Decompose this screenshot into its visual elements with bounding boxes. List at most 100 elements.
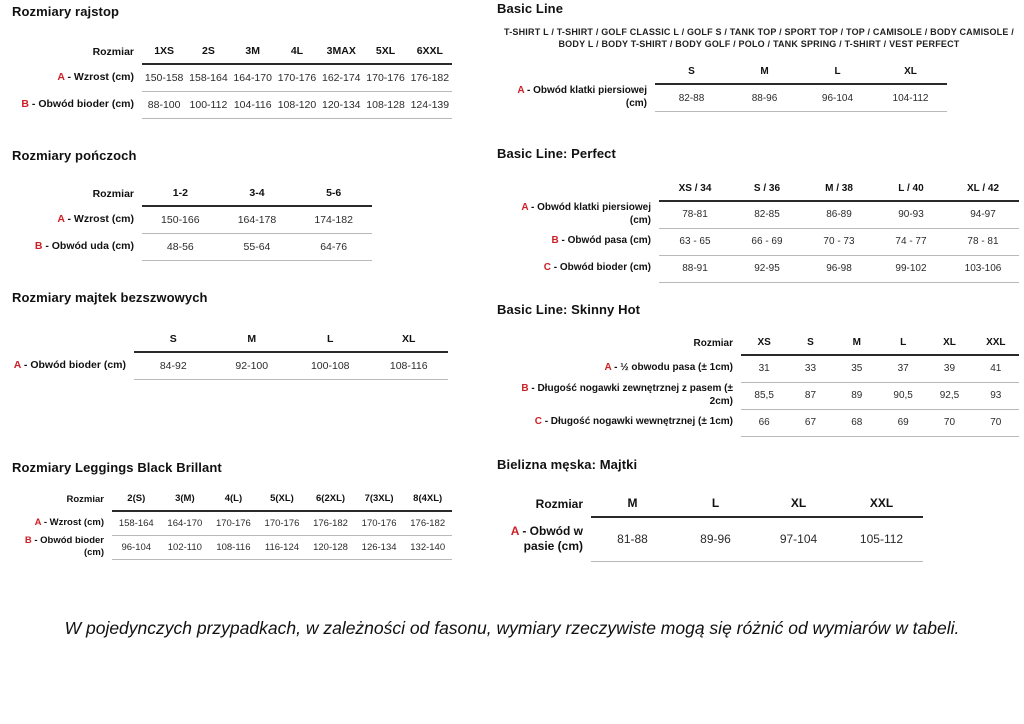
table-corner-label [497, 66, 655, 84]
section-basic-line-perfect: Basic Line: Perfect XS / 34 S / 36 M / 38 L… [497, 146, 1021, 283]
value-cell: 176-182 [407, 64, 452, 92]
value-cell: 108-120 [274, 91, 320, 119]
value-cell: 78 - 81 [947, 228, 1019, 256]
section-rajstop: Rozmiary rajstop Rozmiar 1XS 2S 3M 4L 3MAX 5XL… [12, 4, 452, 119]
column-header: 6(2XL) [306, 493, 355, 512]
column-header: 7(3XL) [354, 493, 404, 512]
column-header: S / 36 [731, 183, 803, 202]
column-header: 6XXL [407, 45, 452, 65]
value-cell: 90,5 [879, 382, 927, 410]
value-cell: 174-182 [295, 206, 372, 234]
table-row: B - Obwód pasa (cm) 63 - 65 66 - 69 70 - 73… [499, 228, 1019, 256]
table-corner-label: Rozmiar [535, 497, 583, 511]
row-letter: A [517, 85, 525, 97]
value-cell: 69 [879, 409, 927, 437]
column-header: L / 40 [875, 183, 947, 202]
value-cell: 88-96 [728, 84, 801, 112]
row-letter: A [57, 70, 65, 83]
value-cell: 74 - 77 [875, 228, 947, 256]
row-letter: A [13, 358, 21, 371]
table-row: B - Długość nogawki zewnętrznej z pasem … [497, 382, 1019, 410]
value-cell: 66 [741, 409, 788, 437]
size-table: Rozmiar M L XL XXL A - Obwód w pasie (cm) 81-8… [505, 496, 923, 562]
size-table: Rozmiar 1XS 2S 3M 4L 3MAX 5XL 6XXL A - Wzrost (c… [12, 45, 452, 119]
value-cell: 68 [833, 409, 880, 437]
value-cell: 87 [787, 382, 834, 410]
value-cell: 103-106 [947, 255, 1019, 283]
column-header: 1XS [142, 45, 187, 65]
value-cell: 37 [879, 355, 927, 383]
column-header: 2S [186, 45, 231, 65]
value-cell: 158-164 [112, 511, 161, 536]
row-label: A - Obwód bioder (cm) [13, 358, 126, 371]
size-table: XS / 34 S / 36 M / 38 L / 40 XL / 42 A - Obwó… [499, 183, 1019, 283]
column-header: 1-2 [142, 187, 219, 207]
column-header: XL [757, 496, 840, 518]
row-label: C - Długość nogawki wewnętrznej (± 1cm) [534, 416, 733, 428]
column-header: L [291, 333, 370, 353]
column-header: S [134, 333, 213, 353]
column-header: XL / 42 [947, 183, 1019, 202]
column-header: M [212, 333, 291, 353]
value-cell: 70 - 73 [803, 228, 875, 256]
value-cell: 85,5 [741, 382, 788, 410]
value-cell: 96-104 [112, 535, 161, 560]
value-cell: 41 [972, 355, 1019, 383]
value-cell: 99-102 [875, 255, 947, 283]
row-letter: A [510, 524, 519, 538]
section-bielizna-meska-majtki: Bielizna męska: Majtki Rozmiar M L XL XXL A -… [497, 457, 927, 562]
value-cell: 170-176 [257, 511, 307, 536]
value-cell: 170-176 [209, 511, 258, 536]
column-header: 8(4XL) [403, 493, 452, 512]
row-label: A - Wzrost (cm) [57, 212, 134, 225]
table-corner-label: Rozmiar [92, 46, 134, 58]
row-label: A - Obwód w pasie (cm) [510, 524, 583, 553]
majtki-table: Rozmiar M L XL XXL A - Obwód w pasie (cm) 81-8… [505, 496, 923, 562]
value-cell: 150-158 [142, 64, 187, 92]
row-label: B - Obwód pasa (cm) [551, 235, 651, 247]
section-title-majtki: Bielizna męska: Majtki [497, 457, 638, 472]
section-title-skinny-hot: Basic Line: Skinny Hot [497, 302, 641, 317]
value-cell: 170-176 [363, 64, 408, 92]
row-label: A - Obwód klatki piersiowej (cm) [517, 85, 647, 109]
row-letter: B [21, 97, 29, 110]
value-cell: 164-170 [160, 511, 210, 536]
column-header: L [674, 496, 757, 518]
value-cell: 96-104 [801, 84, 874, 112]
row-letter: A [604, 362, 612, 374]
value-cell: 81-88 [591, 517, 674, 562]
row-label: A - ½ obwodu pasa (± 1cm) [604, 362, 733, 374]
basic-line-table: S M L XL A - Obwód klatki piersiowej (cm) 82-… [497, 66, 947, 112]
value-cell: 102-110 [160, 535, 210, 560]
column-header: XL [926, 337, 973, 356]
table-row: A - Obwód bioder (cm) 84-92 92-100 100-108 1… [12, 352, 448, 380]
table-corner-label [499, 183, 659, 201]
section-leggings: Rozmiary Leggings Black Brillant Rozmiar… [12, 460, 452, 560]
table-row: C - Długość nogawki wewnętrznej (± 1cm) 6… [497, 409, 1019, 437]
value-cell: 100-112 [186, 91, 231, 119]
table-row: C - Obwód bioder (cm) 88-91 92-95 96-98 99-1… [499, 255, 1019, 283]
row-letter: C [543, 262, 551, 274]
table-row: A - Obwód klatki piersiowej (cm) 78-81 82-… [499, 201, 1019, 229]
table-row: A - Wzrost (cm) 158-164 164-170 170-176 170-… [12, 511, 452, 536]
table-row: A - ½ obwodu pasa (± 1cm) 31 33 35 37 39 41 [497, 355, 1019, 383]
table-row: A - Obwód w pasie (cm) 81-88 89-96 97-104 10… [505, 517, 923, 562]
section-basic-line-skinny-hot: Basic Line: Skinny Hot Rozmiar XS S M L XL XXL… [497, 302, 1021, 437]
table-row: A - Obwód klatki piersiowej (cm) 82-88 88-… [497, 84, 947, 112]
value-cell: 82-85 [731, 201, 803, 229]
column-header: 2(S) [112, 493, 161, 512]
table-corner-label [12, 333, 134, 352]
column-header: XS [741, 337, 788, 356]
column-header: 3(M) [160, 493, 210, 512]
value-cell: 150-166 [142, 206, 219, 234]
value-cell: 176-182 [306, 511, 355, 536]
value-cell: 78-81 [659, 201, 731, 229]
row-label: A - Wzrost (cm) [57, 70, 134, 83]
table-row: A - Wzrost (cm) 150-166 164-178 174-182 [12, 206, 372, 234]
value-cell: 158-164 [186, 64, 231, 92]
value-cell: 170-176 [274, 64, 320, 92]
value-cell: 67 [787, 409, 834, 437]
column-header: XL [369, 333, 448, 353]
column-header: M / 38 [803, 183, 875, 202]
